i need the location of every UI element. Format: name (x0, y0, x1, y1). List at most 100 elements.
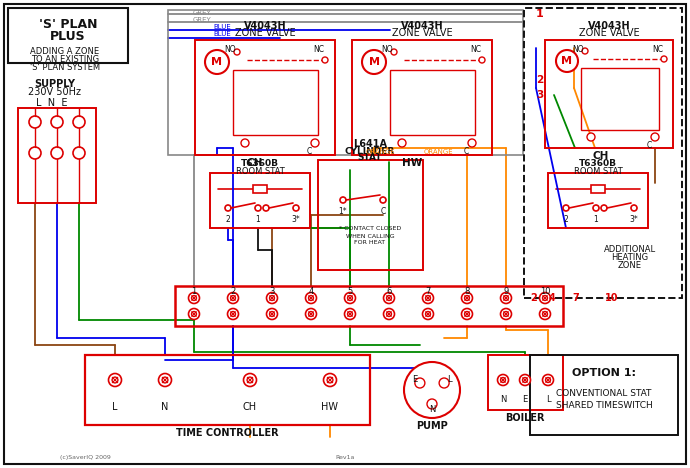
Circle shape (384, 292, 395, 304)
Text: 1: 1 (191, 286, 197, 295)
Text: M: M (212, 57, 222, 67)
Circle shape (255, 205, 261, 211)
Circle shape (108, 373, 121, 387)
Circle shape (398, 139, 406, 147)
Text: CONVENTIONAL STAT: CONVENTIONAL STAT (556, 388, 651, 397)
Text: TO AN EXISTING: TO AN EXISTING (31, 56, 99, 65)
Circle shape (340, 197, 346, 203)
Circle shape (205, 50, 229, 74)
Text: 2: 2 (226, 215, 230, 225)
Text: FOR HEAT: FOR HEAT (355, 241, 386, 246)
Circle shape (308, 295, 313, 300)
Circle shape (29, 116, 41, 128)
Text: V4043H: V4043H (588, 21, 630, 31)
Circle shape (468, 139, 476, 147)
Circle shape (263, 205, 269, 211)
Bar (18, 108, 96, 203)
Bar (488, 355, 563, 410)
Text: BOILER: BOILER (505, 413, 544, 423)
Circle shape (386, 295, 391, 300)
Circle shape (651, 133, 659, 141)
Text: 3*: 3* (629, 215, 638, 225)
Text: 2: 2 (230, 286, 235, 295)
Circle shape (230, 295, 235, 300)
Circle shape (270, 295, 275, 300)
Text: CH: CH (247, 158, 263, 168)
Bar (175, 286, 563, 326)
Text: NC: NC (471, 45, 482, 54)
Circle shape (504, 312, 509, 316)
Text: NC: NC (313, 45, 324, 54)
Circle shape (348, 295, 353, 300)
Text: 7: 7 (425, 286, 431, 295)
Text: L: L (546, 395, 551, 404)
Circle shape (311, 139, 319, 147)
Text: TIME CONTROLLER: TIME CONTROLLER (176, 428, 278, 438)
Text: Rev1a: Rev1a (335, 455, 355, 460)
Text: L  N  E: L N E (37, 98, 68, 108)
Text: C: C (464, 146, 469, 155)
Text: 2: 2 (536, 75, 543, 85)
Circle shape (426, 295, 431, 300)
Bar (85, 355, 370, 425)
Text: GREY: GREY (193, 17, 212, 23)
Circle shape (422, 308, 433, 320)
Circle shape (244, 373, 257, 387)
Circle shape (542, 295, 547, 300)
Circle shape (587, 133, 595, 141)
Bar (530, 355, 678, 435)
Text: (c)SaverIQ 2009: (c)SaverIQ 2009 (60, 455, 111, 460)
Circle shape (563, 205, 569, 211)
Circle shape (404, 362, 460, 418)
Circle shape (661, 56, 667, 62)
Circle shape (391, 49, 397, 55)
Text: L: L (447, 375, 452, 385)
Text: SHARED TIMESWITCH: SHARED TIMESWITCH (555, 401, 652, 410)
Circle shape (631, 205, 637, 211)
Bar (210, 173, 310, 228)
Text: 3*: 3* (292, 215, 300, 225)
Text: HW: HW (402, 158, 422, 168)
Circle shape (427, 399, 437, 409)
Bar (352, 40, 492, 155)
Circle shape (542, 312, 547, 316)
Circle shape (73, 116, 85, 128)
Text: NC: NC (653, 44, 664, 53)
Text: M: M (368, 57, 380, 67)
Circle shape (464, 312, 469, 316)
Bar (318, 160, 423, 270)
Text: 4: 4 (308, 286, 314, 295)
Circle shape (266, 308, 277, 320)
Circle shape (188, 308, 199, 320)
Circle shape (497, 374, 509, 386)
Text: 1: 1 (255, 215, 260, 225)
Circle shape (582, 48, 588, 54)
Text: NO: NO (224, 45, 236, 54)
Circle shape (225, 205, 231, 211)
Circle shape (228, 308, 239, 320)
Text: 3: 3 (269, 286, 275, 295)
Circle shape (234, 49, 240, 55)
Bar (581, 68, 659, 130)
Text: 5: 5 (347, 286, 353, 295)
Text: L641A: L641A (353, 139, 387, 149)
Text: ADDING A ZONE: ADDING A ZONE (30, 47, 99, 57)
Circle shape (415, 378, 425, 388)
Text: PUMP: PUMP (416, 421, 448, 431)
Circle shape (73, 147, 85, 159)
Text: ROOM STAT: ROOM STAT (573, 167, 622, 176)
Text: 'S' PLAN: 'S' PLAN (39, 17, 97, 30)
Text: 4: 4 (549, 293, 555, 303)
Text: 1*: 1* (339, 207, 347, 217)
Text: 3: 3 (536, 90, 543, 100)
Text: 1: 1 (593, 215, 598, 225)
Text: C: C (306, 146, 312, 155)
Circle shape (162, 377, 168, 383)
Text: N: N (428, 405, 435, 415)
Circle shape (51, 116, 63, 128)
Text: HW: HW (322, 402, 339, 412)
Text: N: N (161, 402, 168, 412)
Text: CYLINDER: CYLINDER (345, 146, 395, 155)
Circle shape (422, 292, 433, 304)
Circle shape (386, 312, 391, 316)
